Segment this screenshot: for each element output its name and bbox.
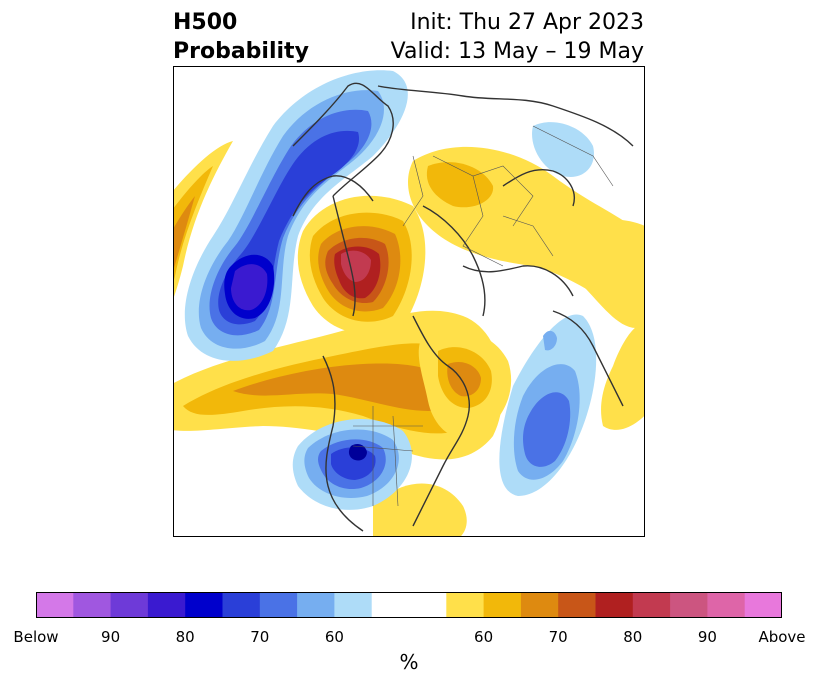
- colorbar-swatch: [409, 592, 447, 618]
- colorbar-swatches: [36, 592, 782, 618]
- colorbar-swatch: [670, 592, 708, 618]
- colorbar-swatch: [297, 592, 335, 618]
- title-left: H500 Probability: [173, 8, 309, 66]
- above-normal-shading: [173, 141, 645, 537]
- colorbar-tick-label: 90: [101, 628, 121, 646]
- political-boundaries: [352, 125, 614, 507]
- colorbar-swatch: [520, 592, 559, 618]
- colorbar-swatch: [110, 592, 149, 618]
- title-variable: H500: [173, 10, 238, 35]
- coastlines: [292, 82, 634, 532]
- colorbar-swatch: [259, 592, 298, 618]
- colorbar-swatch: [36, 592, 74, 618]
- colorbar-swatch: [632, 592, 671, 618]
- colorbar-tick-label: 60: [324, 628, 344, 646]
- colorbar-swatch: [744, 592, 782, 618]
- colorbar-tick-label: 80: [175, 628, 195, 646]
- colorbar-tick-label: 70: [250, 628, 270, 646]
- colorbar-swatch: [185, 592, 223, 618]
- title-product: Probability: [173, 39, 309, 64]
- probability-map: [173, 66, 645, 537]
- colorbar-swatch: [446, 592, 485, 618]
- colorbar-swatch: [558, 592, 596, 618]
- colorbar-swatch: [222, 592, 261, 618]
- colorbar-swatch: [147, 592, 186, 618]
- colorbar-swatch: [371, 592, 410, 618]
- colorbar-tick-label: Below: [13, 628, 59, 646]
- colorbar-tick-label: Above: [758, 628, 806, 646]
- valid-range: Valid: 13 May – 19 May: [390, 39, 644, 64]
- colorbar-units: %: [399, 650, 419, 674]
- colorbar-tick-label: 60: [474, 628, 494, 646]
- colorbar-tick-label: 70: [548, 628, 568, 646]
- colorbar-swatch: [707, 592, 746, 618]
- colorbar-tick-label: 80: [623, 628, 643, 646]
- title-right: Init: Thu 27 Apr 2023 Valid: 13 May – 19…: [391, 8, 644, 66]
- init-date: Init: Thu 27 Apr 2023: [410, 10, 644, 35]
- colorbar-swatch: [73, 592, 112, 618]
- colorbar: [36, 592, 782, 618]
- colorbar-swatch: [334, 592, 373, 618]
- colorbar-swatch: [483, 592, 522, 618]
- colorbar-tick-label: 90: [697, 628, 717, 646]
- colorbar-swatch: [595, 592, 634, 618]
